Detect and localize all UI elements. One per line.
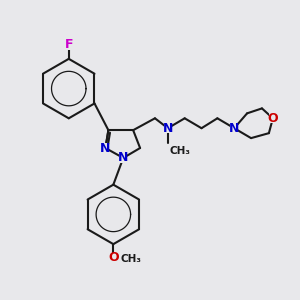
Text: N: N <box>118 152 128 164</box>
Text: CH₃: CH₃ <box>170 146 191 156</box>
Text: F: F <box>64 38 73 52</box>
Text: N: N <box>100 142 111 154</box>
Text: O: O <box>108 251 119 265</box>
FancyBboxPatch shape <box>230 123 238 133</box>
FancyBboxPatch shape <box>110 253 117 263</box>
Text: CH₃: CH₃ <box>120 254 141 264</box>
FancyBboxPatch shape <box>164 123 172 133</box>
FancyBboxPatch shape <box>269 113 277 123</box>
FancyBboxPatch shape <box>101 143 110 153</box>
Text: N: N <box>163 122 173 135</box>
FancyBboxPatch shape <box>65 40 73 50</box>
Text: N: N <box>229 122 239 135</box>
FancyBboxPatch shape <box>119 153 127 163</box>
Text: O: O <box>268 112 278 125</box>
